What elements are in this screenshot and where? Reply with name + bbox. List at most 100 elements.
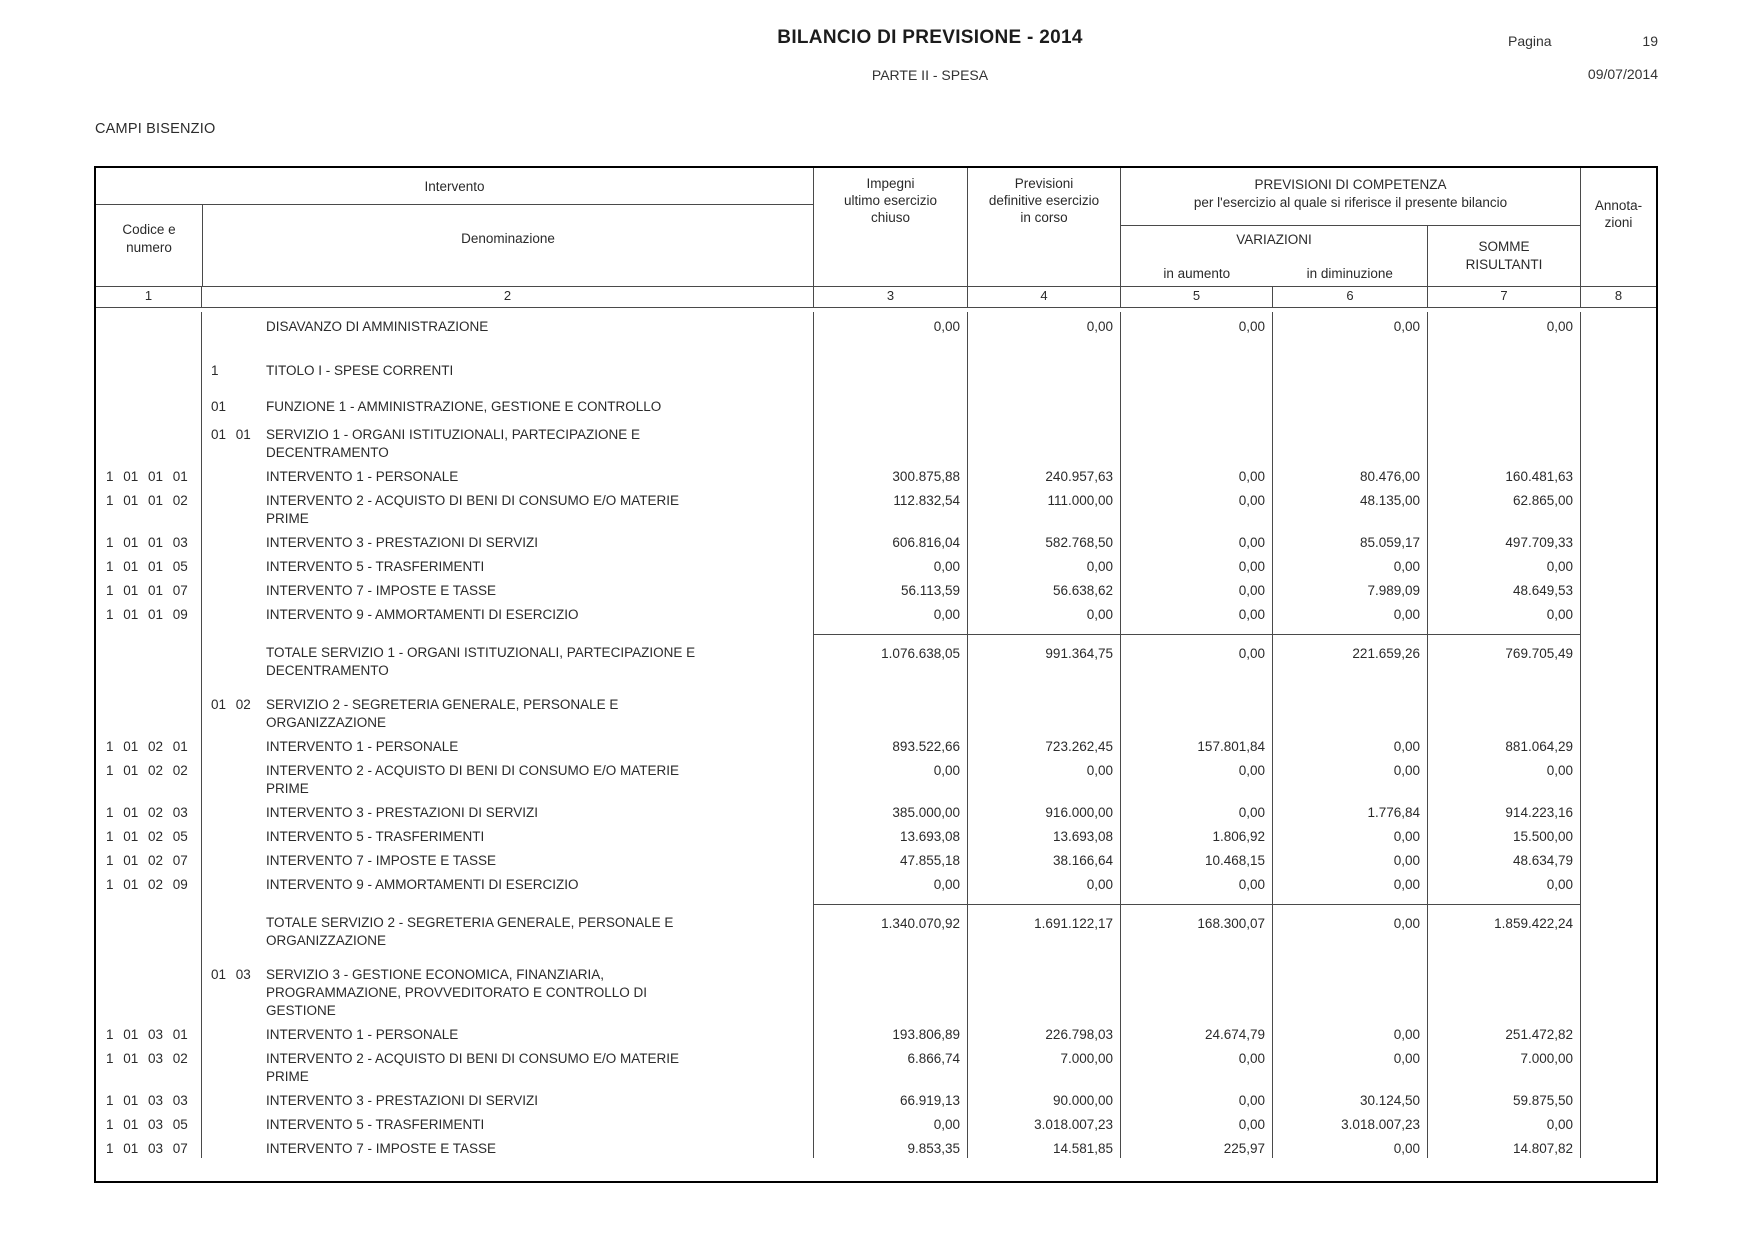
cell-variazioni-aumento [1121, 680, 1273, 690]
cell-previsioni: 0,00 [968, 312, 1121, 336]
cell-variazioni-aumento: 0,00 [1121, 462, 1273, 486]
cell-annotazioni [1581, 552, 1656, 576]
cell-variazioni-diminuzione: 0,00 [1273, 1044, 1428, 1086]
cell-previsioni [968, 624, 1121, 634]
cell-denominazione: INTERVENTO 7 - IMPOSTE E TASSE [202, 846, 814, 870]
cell-impegni: 0,00 [814, 1110, 968, 1134]
cell-variazioni-diminuzione: 80.476,00 [1273, 462, 1428, 486]
cell-denominazione: INTERVENTO 7 - IMPOSTE E TASSE [202, 576, 814, 600]
cell-annotazioni [1581, 894, 1656, 904]
cell-somme-risultanti: 48.634,79 [1428, 846, 1581, 870]
cell-variazioni-diminuzione: 48.135,00 [1273, 486, 1428, 528]
cell-impegni [814, 336, 968, 356]
table-row: TOTALE SERVIZIO 2 - SEGRETERIA GENERALE,… [96, 904, 1656, 950]
cell-somme-risultanti: 0,00 [1428, 870, 1581, 894]
cell-variazioni-aumento [1121, 336, 1273, 356]
table-row-spacer [96, 380, 1656, 392]
cell-impegni: 385.000,00 [814, 798, 968, 822]
cell-annotazioni [1581, 1020, 1656, 1044]
cell-annotazioni [1581, 420, 1656, 462]
header-impegni: Impegni ultimo esercizio chiuso [814, 168, 968, 286]
section-code [211, 492, 266, 528]
cell-somme-risultanti [1428, 950, 1581, 960]
cell-annotazioni [1581, 576, 1656, 600]
cell-somme-risultanti: 1.859.422,24 [1428, 904, 1581, 950]
cell-previsioni: 0,00 [968, 870, 1121, 894]
cell-variazioni-diminuzione [1273, 392, 1428, 416]
cell-somme-risultanti [1428, 690, 1581, 732]
column-number: 3 [814, 287, 968, 307]
page-number-label: Pagina [1508, 33, 1552, 49]
cell-variazioni-aumento: 0,00 [1121, 312, 1273, 336]
cell-annotazioni [1581, 634, 1656, 680]
document-date: 09/07/2014 [1587, 66, 1658, 82]
table-row: 1 01 02 09 INTERVENTO 9 - AMMORTAMENTI DI… [96, 870, 1656, 894]
cell-codice: 1 01 02 07 [96, 846, 202, 870]
section-code [211, 738, 266, 756]
cell-somme-risultanti [1428, 356, 1581, 380]
cell-previsioni: 38.166,64 [968, 846, 1121, 870]
cell-denominazione: TOTALE SERVIZIO 1 - ORGANI ISTITUZIONALI… [202, 634, 814, 680]
table-row: 1 01 01 09 INTERVENTO 9 - AMMORTAMENTI DI… [96, 600, 1656, 624]
row-label: INTERVENTO 7 - IMPOSTE E TASSE [266, 1141, 497, 1156]
cell-annotazioni [1581, 680, 1656, 690]
cell-variazioni-aumento: 0,00 [1121, 486, 1273, 528]
cell-variazioni-aumento [1121, 894, 1273, 904]
cell-variazioni-diminuzione: 0,00 [1273, 1020, 1428, 1044]
cell-codice: 1 01 02 03 [96, 798, 202, 822]
cell-variazioni-aumento [1121, 690, 1273, 732]
cell-impegni: 1.340.070,92 [814, 904, 968, 950]
cell-variazioni-aumento: 1.806,92 [1121, 822, 1273, 846]
section-code: 01 01 [211, 427, 251, 442]
header-denominazione: Denominazione [461, 231, 555, 246]
cell-previsioni: 0,00 [968, 756, 1121, 798]
cell-annotazioni [1581, 690, 1656, 732]
cell-variazioni-aumento: 157.801,84 [1121, 732, 1273, 756]
cell-annotazioni [1581, 1044, 1656, 1086]
table-row: 1 01 01 02 INTERVENTO 2 - ACQUISTO DI BEN… [96, 486, 1656, 528]
header-competenza-subtitle: per l'esercizio al quale si riferisce il… [1193, 195, 1508, 210]
cell-variazioni-diminuzione [1273, 894, 1428, 904]
cell-codice [96, 904, 202, 950]
cell-variazioni-diminuzione [1273, 950, 1428, 960]
cell-annotazioni [1581, 1134, 1656, 1158]
cell-impegni: 13.693,08 [814, 822, 968, 846]
cell-previsioni [968, 380, 1121, 392]
cell-impegni: 0,00 [814, 552, 968, 576]
cell-somme-risultanti: 160.481,63 [1428, 462, 1581, 486]
cell-previsioni [968, 680, 1121, 690]
cell-variazioni-diminuzione [1273, 416, 1428, 420]
section-code [211, 876, 266, 894]
cell-denominazione [202, 950, 814, 960]
row-label: TOTALE SERVIZIO 2 - SEGRETERIA GENERALE,… [266, 915, 674, 948]
cell-annotazioni [1581, 950, 1656, 960]
cell-somme-risultanti [1428, 894, 1581, 904]
cell-denominazione: INTERVENTO 3 - PRESTAZIONI DI SERVIZI [202, 798, 814, 822]
cell-previsioni: 56.638,62 [968, 576, 1121, 600]
header-annotazioni: Annota- zioni [1594, 198, 1643, 230]
row-label: INTERVENTO 3 - PRESTAZIONI DI SERVIZI [266, 805, 539, 820]
cell-somme-risultanti: 59.875,50 [1428, 1086, 1581, 1110]
table-header: Intervento Codice e numero Denominazione… [96, 168, 1656, 286]
cell-codice: 1 01 03 01 [96, 1020, 202, 1044]
cell-variazioni-diminuzione: 0,00 [1273, 822, 1428, 846]
page-subtitle: PARTE II - SPESA [871, 67, 989, 83]
cell-denominazione: 01 01 SERVIZIO 1 - ORGANI ISTITUZIONALI, … [202, 420, 814, 462]
header-somme-risultanti: SOMME RISULTANTI [1465, 239, 1543, 272]
section-code [211, 318, 266, 336]
cell-variazioni-aumento: 0,00 [1121, 600, 1273, 624]
cell-codice [96, 336, 202, 356]
cell-somme-risultanti: 914.223,16 [1428, 798, 1581, 822]
cell-variazioni-diminuzione [1273, 336, 1428, 356]
cell-previsioni: 723.262,45 [968, 732, 1121, 756]
page-number-value: 19 [1642, 33, 1658, 49]
budget-table: Intervento Codice e numero Denominazione… [94, 166, 1658, 1183]
cell-variazioni-diminuzione: 30.124,50 [1273, 1086, 1428, 1110]
cell-previsioni [968, 420, 1121, 462]
cell-codice [96, 690, 202, 732]
header-codice-numero: Codice e numero [96, 205, 203, 286]
cell-variazioni-aumento [1121, 960, 1273, 1020]
table-row: 1 01 03 01 INTERVENTO 1 - PERSONALE 193.80… [96, 1020, 1656, 1044]
cell-annotazioni [1581, 1086, 1656, 1110]
row-label: SERVIZIO 1 - ORGANI ISTITUZIONALI, PARTE… [266, 427, 641, 460]
